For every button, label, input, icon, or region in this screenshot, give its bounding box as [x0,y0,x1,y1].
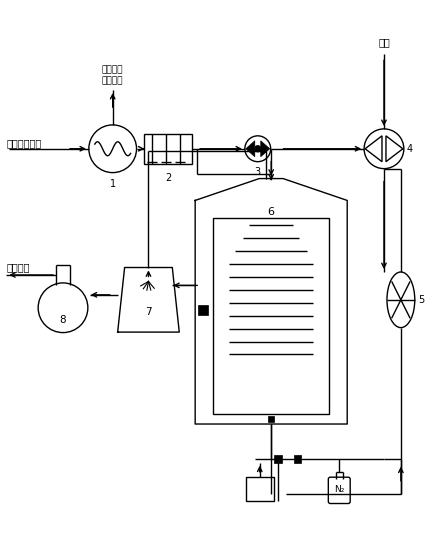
Text: 火气环境: 火气环境 [6,262,30,272]
Text: 7: 7 [145,307,152,317]
Text: 剩余热量
回收利用: 剩余热量 回收利用 [102,65,124,85]
Bar [198,305,208,315]
Text: 空气: 空气 [378,38,390,47]
Polygon shape [261,141,270,157]
Text: 5: 5 [418,295,424,305]
Bar [268,416,274,422]
Text: 8: 8 [60,315,66,325]
Text: 2: 2 [165,172,171,183]
Circle shape [255,146,261,152]
Text: 6: 6 [268,207,275,217]
Bar [144,134,192,164]
Text: N₂: N₂ [334,485,345,494]
Text: 4: 4 [407,144,413,154]
Bar [213,219,329,414]
Bar [294,455,302,463]
Bar [246,477,274,500]
Bar [274,455,282,463]
Polygon shape [246,141,255,157]
Text: 含苯系物废气: 含苯系物废气 [6,138,42,148]
Text: 3: 3 [255,166,261,177]
Text: 1: 1 [109,179,116,188]
